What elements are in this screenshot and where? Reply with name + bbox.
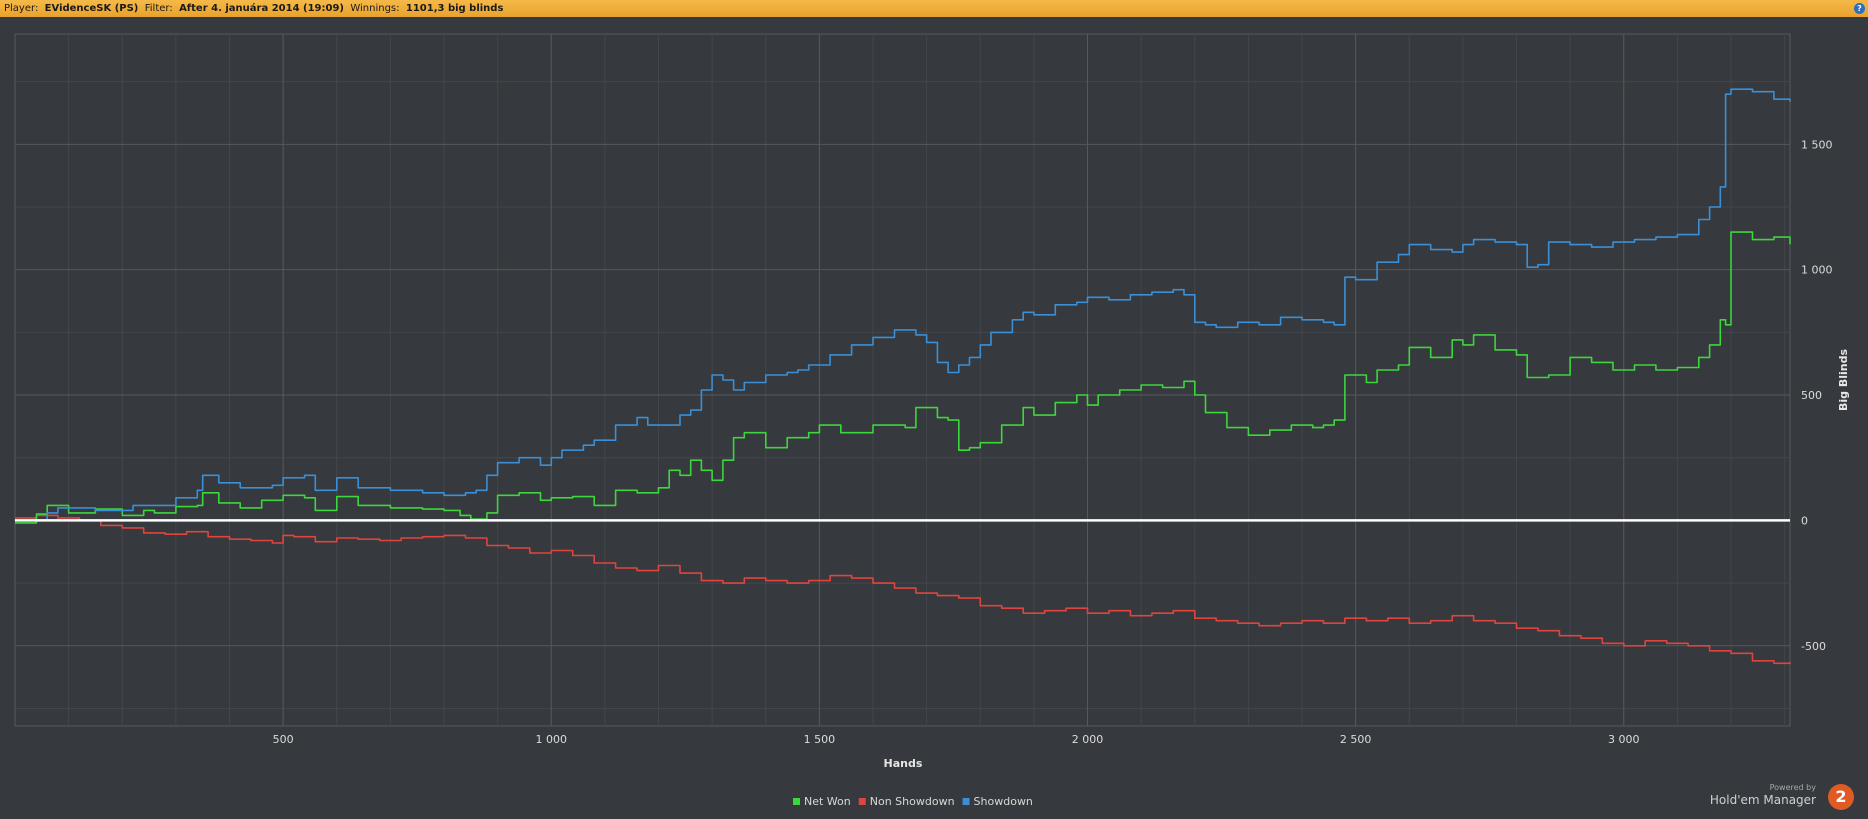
legend-swatch xyxy=(962,798,970,805)
legend-label: Non Showdown xyxy=(870,795,955,808)
series-line-non-showdown xyxy=(15,514,1791,665)
y-tick-label: 1 500 xyxy=(1801,138,1833,151)
legend-label: Net Won xyxy=(804,795,851,808)
hm2-logo-icon: 2 xyxy=(1828,784,1854,810)
title-bar: Player: EVidenceSK (PS) Filter: After 4.… xyxy=(0,0,1868,17)
help-icon[interactable]: ? xyxy=(1854,3,1865,14)
y-tick-label: -500 xyxy=(1801,640,1826,653)
winnings-label: Winnings: xyxy=(350,3,400,14)
x-tick-label: 3 000 xyxy=(1608,733,1640,746)
x-tick-labels: 500 1 000 1 500 2 000 2 500 3 000 xyxy=(273,733,1640,746)
legend-swatch xyxy=(858,798,866,805)
x-tick-label: 1 500 xyxy=(804,733,836,746)
powered-by-text: Powered by xyxy=(1769,783,1816,792)
y-tick-label: 0 xyxy=(1801,514,1808,527)
legend-swatch xyxy=(793,798,800,805)
filter-value: After 4. januára 2014 (19:09) xyxy=(179,3,344,14)
x-tick-label: 500 xyxy=(273,733,294,746)
series-line-net-won xyxy=(15,231,1791,524)
x-axis-label: Hands xyxy=(884,757,923,770)
legend: Net Won Non Showdown Showdown xyxy=(793,795,1033,808)
y-tick-labels: -500 0 500 1 000 1 500 xyxy=(1801,138,1833,652)
y-tick-label: 500 xyxy=(1801,389,1822,402)
legend-label: Showdown xyxy=(974,795,1033,808)
series-line-showdown xyxy=(15,88,1791,522)
filter-label: Filter: xyxy=(144,3,173,14)
player-label: Player: xyxy=(4,3,39,14)
series-layer xyxy=(15,88,1791,665)
y-tick-label: 1 000 xyxy=(1801,264,1833,277)
y-axis-label: Big Blinds xyxy=(1837,349,1850,411)
x-tick-label: 2 000 xyxy=(1072,733,1104,746)
plot-area xyxy=(14,33,1791,727)
x-tick-label: 1 000 xyxy=(536,733,568,746)
product-name: Hold'em Manager xyxy=(1709,793,1816,807)
player-value: EVidenceSK (PS) xyxy=(44,3,139,14)
x-tick-label: 2 500 xyxy=(1340,733,1372,746)
winnings-value: 1101,3 big blinds xyxy=(405,3,504,14)
